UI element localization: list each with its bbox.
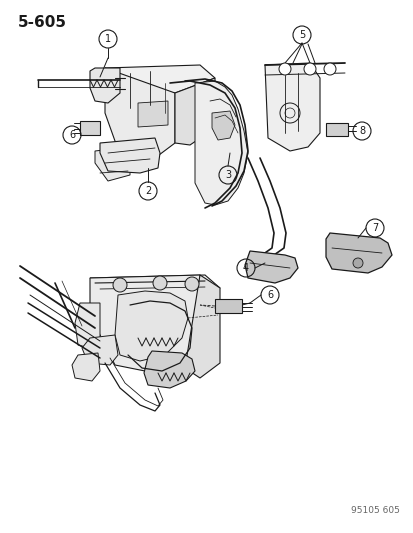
Text: 3: 3 xyxy=(224,170,230,180)
Polygon shape xyxy=(138,101,168,127)
Text: 95105 605: 95105 605 xyxy=(350,506,399,515)
Polygon shape xyxy=(264,63,319,151)
Circle shape xyxy=(185,277,199,291)
Circle shape xyxy=(113,278,127,292)
Polygon shape xyxy=(90,275,219,308)
Polygon shape xyxy=(211,111,235,140)
Text: 4: 4 xyxy=(242,263,249,273)
Polygon shape xyxy=(105,68,175,158)
Circle shape xyxy=(303,63,315,75)
Text: 6: 6 xyxy=(69,130,75,140)
Polygon shape xyxy=(115,291,188,361)
Text: 5: 5 xyxy=(298,30,304,40)
Polygon shape xyxy=(80,121,100,135)
Polygon shape xyxy=(244,251,297,283)
Polygon shape xyxy=(75,303,100,348)
Text: 5-605: 5-605 xyxy=(18,15,67,30)
Polygon shape xyxy=(325,233,391,273)
Polygon shape xyxy=(144,351,195,388)
Polygon shape xyxy=(95,147,130,181)
Circle shape xyxy=(153,276,166,290)
Polygon shape xyxy=(72,353,100,381)
Text: 2: 2 xyxy=(145,186,151,196)
Polygon shape xyxy=(90,275,199,373)
Circle shape xyxy=(278,63,290,75)
Polygon shape xyxy=(90,68,120,103)
Polygon shape xyxy=(175,78,214,145)
Text: 8: 8 xyxy=(358,126,364,136)
Polygon shape xyxy=(185,275,219,378)
Polygon shape xyxy=(82,335,118,365)
Polygon shape xyxy=(325,123,347,136)
Polygon shape xyxy=(214,299,242,313)
Text: 6: 6 xyxy=(266,290,273,300)
Polygon shape xyxy=(100,138,159,173)
Polygon shape xyxy=(195,81,247,205)
Circle shape xyxy=(352,258,362,268)
Text: 7: 7 xyxy=(371,223,377,233)
Polygon shape xyxy=(105,65,214,93)
Text: 1: 1 xyxy=(104,34,111,44)
Circle shape xyxy=(323,63,335,75)
